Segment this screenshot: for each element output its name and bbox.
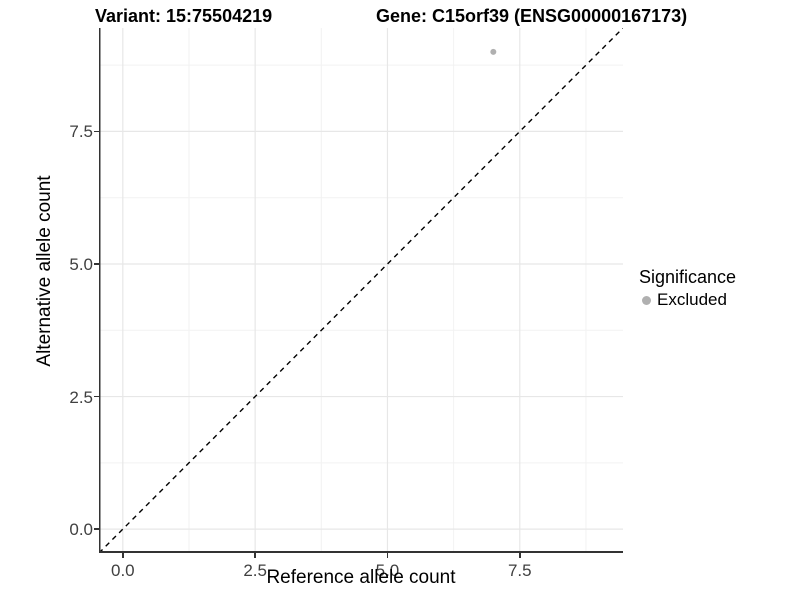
x-tick-label: 5.0 — [375, 561, 400, 580]
legend-title: Significance — [639, 267, 737, 287]
gene-title: Gene: C15orf39 (ENSG00000167173) — [376, 6, 688, 26]
legend: Significance Excluded — [639, 267, 736, 310]
variant-title: Variant: 15:75504219 — [95, 6, 273, 26]
plot-panel — [99, 28, 623, 553]
legend-item-label: Excluded — [657, 290, 727, 309]
y-tick-mark — [94, 528, 99, 530]
plot-panel-svg — [99, 28, 623, 553]
y-tick-mark — [94, 130, 99, 133]
x-tick-mark — [122, 553, 124, 558]
x-axis-title: Reference allele count — [266, 567, 456, 588]
x-tick-label: 7.5 — [507, 561, 532, 580]
y-tick-label: 7.5 — [69, 122, 93, 142]
legend-item-excluded: Excluded — [639, 290, 736, 310]
y-tick-mark — [94, 263, 99, 265]
identity-line — [99, 28, 623, 553]
legend-point-icon — [642, 295, 651, 305]
x-tick-mark — [386, 553, 389, 558]
y-tick-label: 2.5 — [69, 387, 93, 407]
y-tick-label: 0.0 — [69, 520, 93, 540]
x-tick-mark — [254, 553, 256, 558]
x-tick-label: 2.5 — [243, 561, 267, 580]
y-tick-mark — [94, 395, 99, 398]
x-tick-mark — [519, 553, 521, 558]
y-tick-label: 5.0 — [69, 254, 93, 274]
x-tick-label: 0.0 — [110, 561, 135, 580]
data-point — [490, 48, 497, 55]
